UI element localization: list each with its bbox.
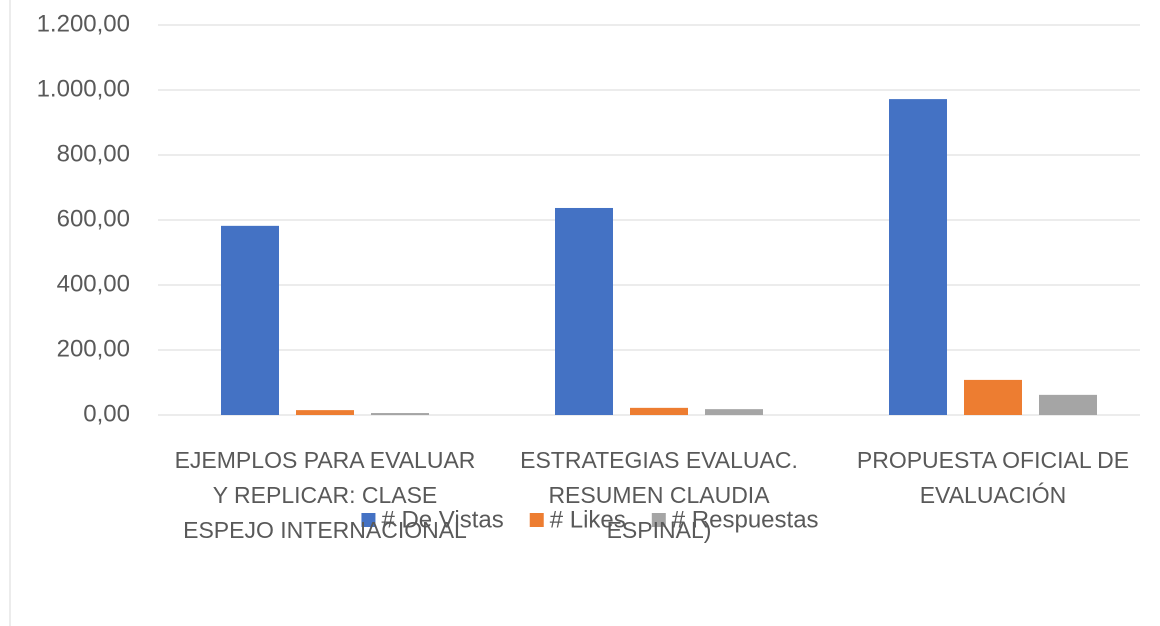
y-tick-label: 800,00 bbox=[57, 140, 130, 167]
y-tick-label: 1.200,00 bbox=[37, 10, 130, 37]
bar bbox=[221, 225, 279, 415]
x-tick-label: ESTRATEGIAS EVALUAC. RESUMEN CLAUDIA ESP… bbox=[520, 447, 798, 543]
legend-label: # De Vistas bbox=[381, 506, 503, 533]
y-tick-label: 400,00 bbox=[57, 270, 130, 297]
bar bbox=[555, 207, 613, 415]
y-tick-label: 0,00 bbox=[83, 400, 130, 427]
legend-swatch bbox=[651, 513, 666, 527]
legend-label: # Respuestas bbox=[672, 506, 819, 533]
legend-swatch bbox=[361, 513, 376, 527]
y-tick-label: 1.000,00 bbox=[37, 75, 130, 102]
bar bbox=[296, 410, 354, 415]
bar bbox=[705, 409, 763, 415]
bar bbox=[889, 99, 947, 415]
bar bbox=[1039, 394, 1097, 415]
x-tick-label: PROPUESTA OFICIAL DE EVALUACIÓN bbox=[856, 447, 1130, 508]
legend-label: # Likes bbox=[550, 506, 626, 533]
bar bbox=[964, 379, 1022, 415]
legend-swatch bbox=[529, 513, 544, 527]
bar bbox=[371, 413, 429, 415]
y-tick-label: 200,00 bbox=[57, 335, 130, 362]
y-tick-label: 600,00 bbox=[57, 205, 130, 232]
bar bbox=[630, 407, 688, 415]
x-tick-label: EJEMPLOS PARA EVALUAR Y REPLICAR: CLASE … bbox=[174, 447, 476, 543]
